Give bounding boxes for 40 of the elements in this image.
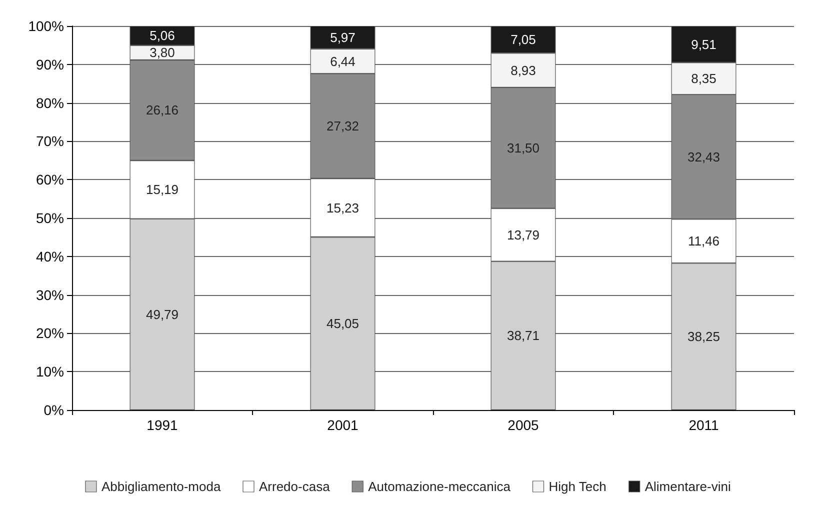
data-label: 38,25 — [687, 329, 720, 344]
y-tick-label: 50% — [36, 210, 64, 226]
legend-label: High Tech — [548, 479, 606, 494]
data-label: 8,35 — [691, 71, 716, 86]
data-label: 7,05 — [510, 32, 536, 48]
x-tick-label: 2005 — [508, 417, 540, 433]
data-label: 11,46 — [688, 234, 720, 249]
data-label: 5,97 — [330, 30, 356, 45]
data-label: 45,05 — [326, 316, 360, 332]
y-tick-label: 80% — [36, 94, 64, 111]
x-tick-label: 1991 — [146, 417, 178, 433]
y-tick-label: 60% — [36, 172, 64, 188]
data-label: 8,93 — [510, 62, 536, 78]
data-label: 38,71 — [506, 328, 540, 344]
data-label: 26,16 — [146, 102, 179, 118]
data-label: 27,32 — [326, 118, 360, 134]
data-label: 15,23 — [326, 200, 360, 216]
legend-label: Automazione-meccanica — [368, 479, 512, 494]
legend-label: Alimentare-vini — [644, 479, 731, 494]
data-label: 5,06 — [150, 28, 175, 44]
data-label: 31,50 — [506, 140, 540, 156]
data-label: 6,44 — [330, 54, 356, 69]
data-label: 13,79 — [506, 227, 540, 242]
data-label: 49,79 — [146, 306, 179, 322]
data-label: 32,43 — [687, 149, 720, 164]
y-tick-label: 90% — [36, 56, 64, 72]
x-tick-label: 2011 — [688, 417, 720, 433]
y-tick-label: 100% — [28, 18, 64, 34]
y-tick-label: 10% — [36, 364, 64, 380]
y-tick-label: 0% — [44, 402, 64, 418]
y-tick-label: 30% — [36, 286, 64, 303]
data-label: 3,80 — [150, 45, 175, 60]
legend-label: Arredo-casa — [259, 479, 331, 494]
legend-label: Abbigliamento-moda — [101, 479, 222, 494]
data-label: 9,51 — [691, 36, 716, 52]
x-tick-label: 2001 — [327, 417, 359, 433]
y-tick-label: 40% — [36, 248, 64, 264]
data-label: 15,19 — [146, 182, 179, 198]
y-tick-label: 70% — [36, 133, 64, 150]
y-tick-label: 20% — [36, 325, 64, 342]
